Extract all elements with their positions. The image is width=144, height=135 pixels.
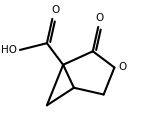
Text: O: O bbox=[51, 5, 59, 15]
Text: O: O bbox=[95, 13, 104, 23]
Text: O: O bbox=[119, 63, 127, 72]
Text: HO: HO bbox=[1, 45, 17, 55]
